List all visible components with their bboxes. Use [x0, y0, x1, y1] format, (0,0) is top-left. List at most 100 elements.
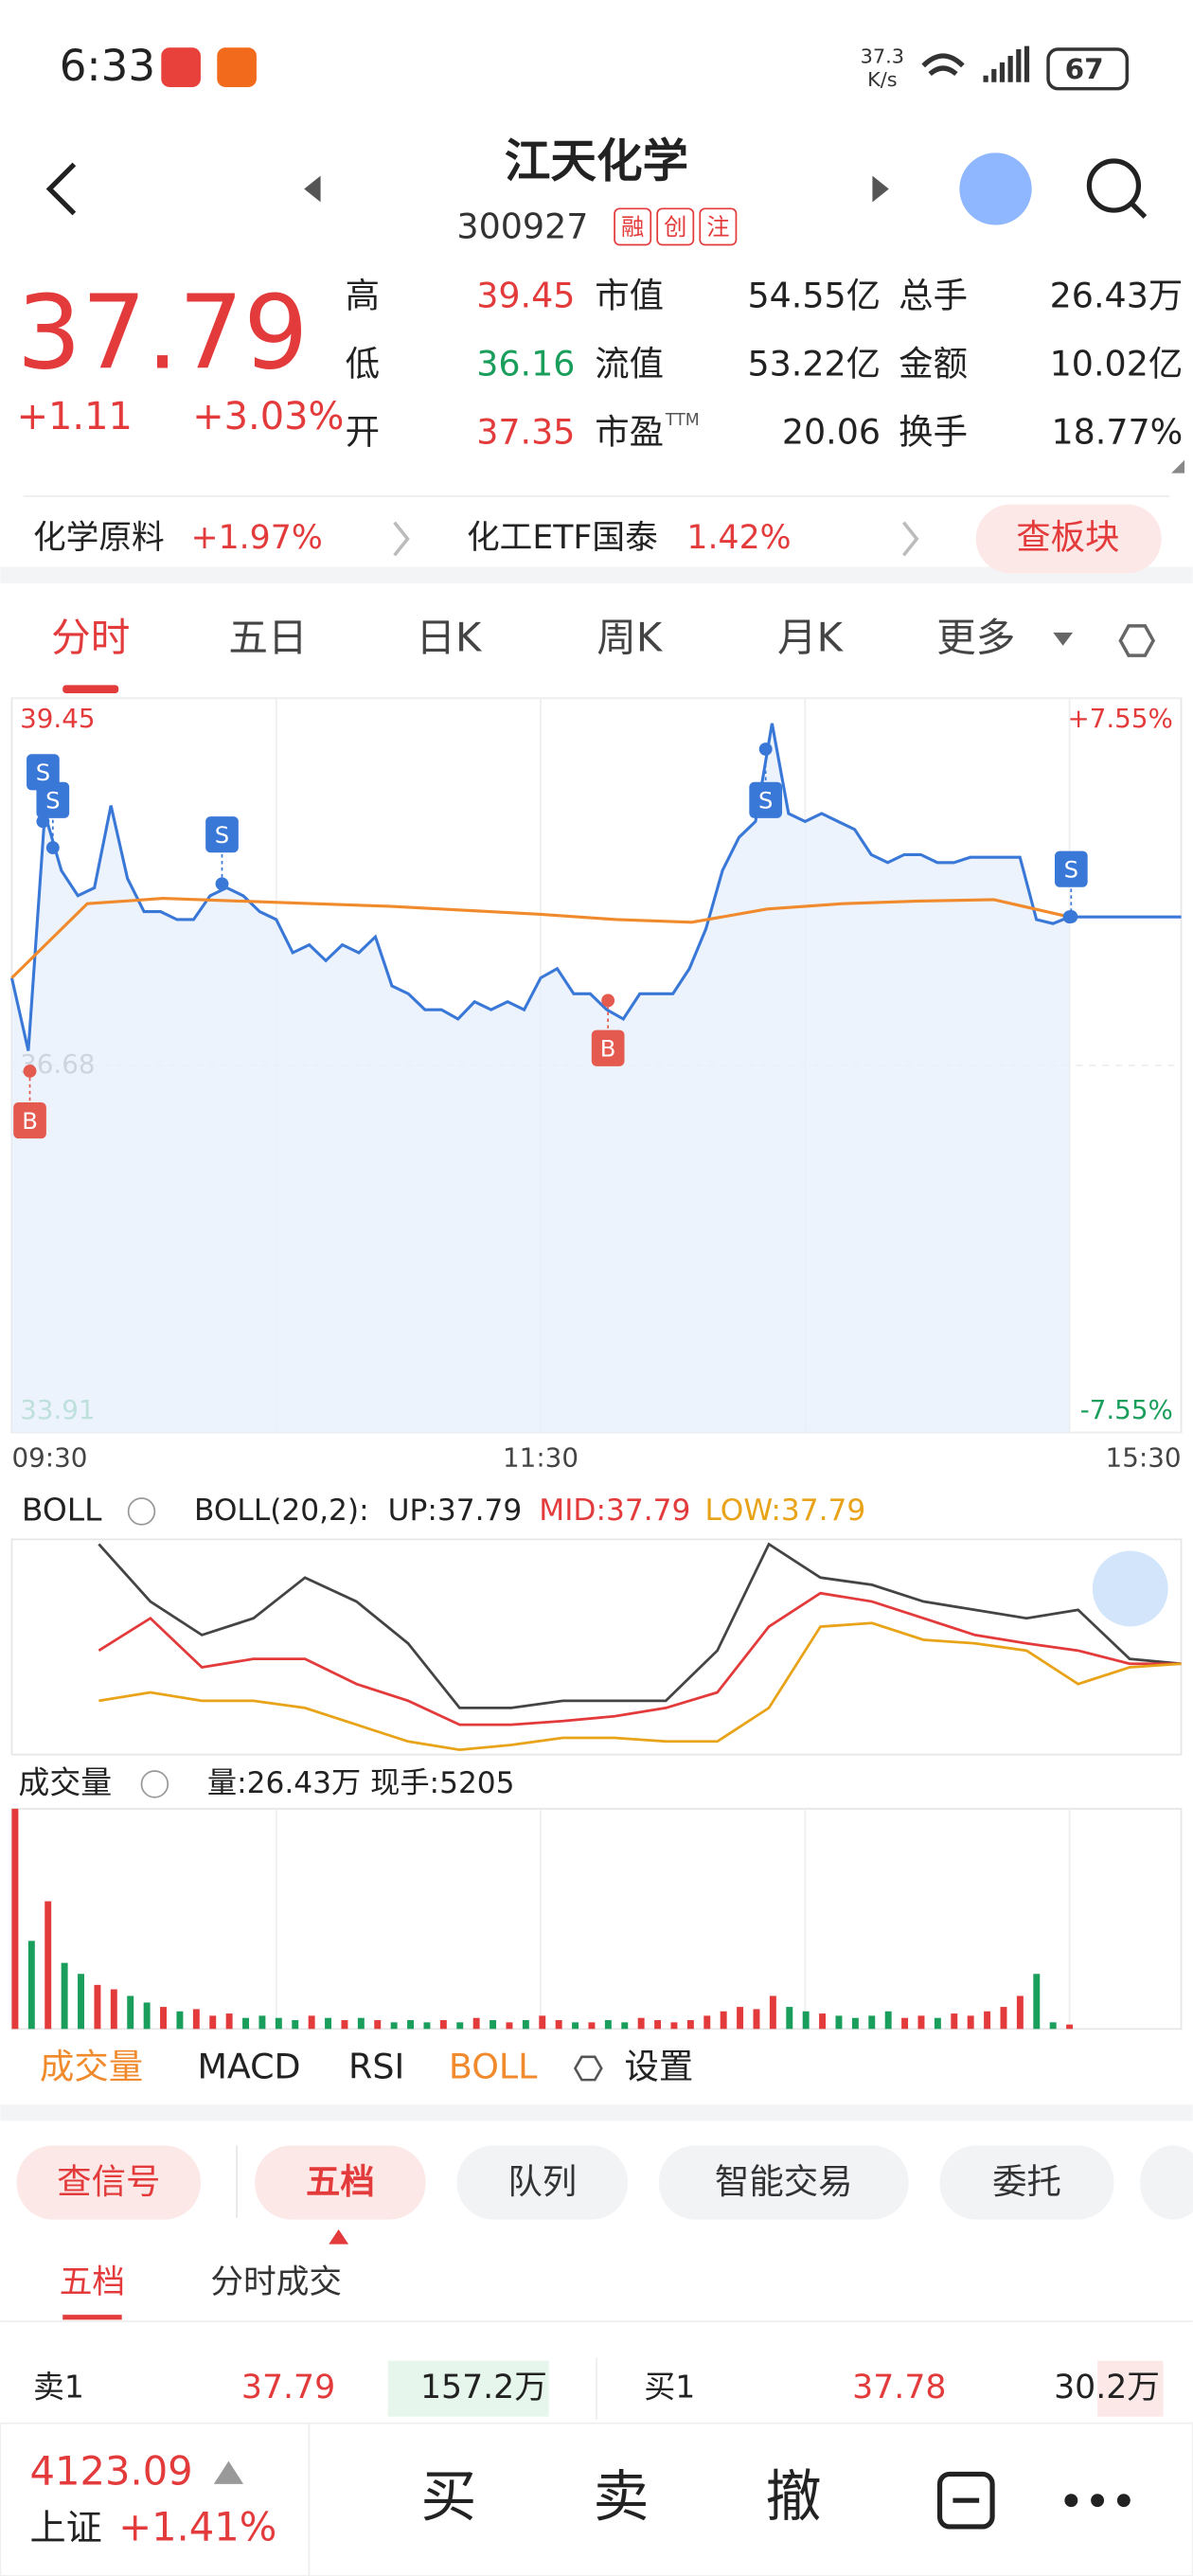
help-icon[interactable]	[140, 1770, 169, 1798]
volume-bar	[753, 2009, 760, 2030]
volume-bar	[951, 2013, 958, 2030]
boll-title: BOLL	[22, 1491, 102, 1528]
more-button[interactable]	[1064, 2494, 1131, 2508]
separator	[0, 566, 1193, 583]
indicator-tab[interactable]: BOLL	[449, 2046, 538, 2086]
volume-bar	[439, 2020, 447, 2030]
index-name: 上证	[30, 2507, 102, 2549]
chart-tab[interactable]: 日K	[416, 615, 483, 661]
settings-icon[interactable]	[1118, 624, 1156, 657]
trade-button[interactable]: 撤	[766, 2463, 822, 2529]
chart-tab[interactable]: 更多	[936, 615, 1015, 661]
action-label[interactable]: 委托	[992, 2161, 1061, 2202]
signal-label: B	[22, 1107, 38, 1135]
action-pill[interactable]	[16, 2145, 201, 2220]
index-change: +1.41%	[118, 2503, 276, 2549]
sector-button-bg[interactable]	[975, 504, 1162, 574]
volume-bar	[242, 2017, 250, 2030]
next-stock[interactable]	[872, 175, 889, 203]
price-change: +1.11	[17, 395, 133, 438]
volume-bar	[703, 2015, 711, 2030]
sub-tab[interactable]: 五档	[60, 2263, 125, 2301]
badge: 注	[706, 213, 729, 241]
volume-bar	[94, 1984, 101, 2030]
assistant-icon[interactable]	[959, 152, 1032, 225]
chart-tab[interactable]: 五日	[228, 615, 307, 661]
back-button[interactable]	[45, 162, 77, 216]
separator	[0, 2104, 1193, 2121]
indicator-tab[interactable]: 成交量	[40, 2046, 143, 2086]
volume-bar	[423, 2022, 431, 2030]
chart-tab[interactable]: 周K	[596, 615, 664, 661]
battery	[1046, 47, 1130, 91]
order-label: 卖1	[33, 2369, 84, 2406]
volume-bar	[984, 2011, 991, 2030]
stat-value: 26.43万	[1050, 275, 1184, 315]
sector-name[interactable]: 化工ETF国泰	[467, 519, 658, 557]
volume-bar	[654, 2020, 662, 2030]
net-unit: K/s	[867, 68, 897, 91]
action-pill[interactable]	[658, 2145, 909, 2220]
action-label[interactable]: 五档	[306, 2161, 375, 2202]
x-tick-label: 15:30	[1106, 1441, 1182, 1473]
trade-button[interactable]: 买	[420, 2463, 476, 2529]
action-label[interactable]: 智能交易	[715, 2161, 853, 2202]
volume-bar	[325, 2017, 332, 2030]
action-pill[interactable]	[939, 2145, 1114, 2220]
stock-name: 江天化学	[505, 134, 688, 188]
volume-bar	[819, 2013, 827, 2030]
volume-bar	[572, 2022, 579, 2030]
sub-tab[interactable]: 分时成交	[210, 2263, 342, 2301]
stat-label: 高	[346, 275, 380, 315]
volume-bar	[555, 2020, 562, 2030]
order-volume: 30.2万	[1054, 2369, 1160, 2406]
status-time: 6:33	[60, 41, 155, 91]
volume-bar	[374, 2020, 382, 2030]
sector-name[interactable]: 化学原料	[33, 519, 165, 557]
indicator-tab[interactable]: 设置	[624, 2046, 693, 2086]
trade-button[interactable]: 卖	[594, 2463, 650, 2529]
net-speed: 37.3	[861, 45, 904, 68]
minus-button[interactable]	[936, 2471, 995, 2530]
indicator-tab[interactable]: RSI	[348, 2046, 404, 2086]
volume-bar	[802, 2011, 810, 2030]
badge-box	[699, 207, 738, 246]
boll-up	[98, 1542, 1182, 1709]
volume-bar	[258, 2015, 266, 2030]
indicator-tab[interactable]: MACD	[197, 2046, 300, 2086]
stat-label: 低	[346, 343, 380, 384]
sub-tab-underline	[62, 2315, 122, 2320]
search-button[interactable]	[1086, 158, 1142, 213]
volume-bar	[357, 2017, 365, 2030]
fullscreen-button[interactable]	[1092, 1550, 1168, 1627]
action-pill[interactable]	[456, 2145, 628, 2220]
chart-tab[interactable]: 月K	[777, 615, 845, 661]
help-icon[interactable]	[127, 1497, 156, 1526]
signal-dot	[601, 993, 615, 1008]
order-price: 37.78	[852, 2369, 946, 2406]
volume-bar	[11, 1808, 19, 2030]
signal-box	[13, 1101, 46, 1139]
prev-stock[interactable]	[304, 175, 321, 203]
stat-value: 36.16	[476, 343, 575, 384]
volume-bar	[786, 2007, 793, 2030]
signal-icon	[983, 45, 1030, 82]
volume-bar	[472, 2017, 480, 2030]
boll-mid	[98, 1591, 1182, 1726]
chart-tab[interactable]: 分时	[51, 615, 130, 661]
badge-box	[614, 207, 652, 246]
sector-button[interactable]: 查板块	[1016, 516, 1119, 557]
stat-value: 20.06	[782, 411, 881, 452]
volume-bar	[686, 2020, 694, 2030]
action-label[interactable]: 查信号	[57, 2161, 160, 2202]
volume-bar	[127, 1995, 134, 2030]
action-label[interactable]: 队列	[507, 2161, 577, 2202]
volume-bar	[275, 2017, 282, 2030]
y2-tick-label: -7.55%	[1080, 1394, 1173, 1425]
signal-box	[749, 781, 783, 818]
settings-icon	[573, 2055, 603, 2082]
volume-title: 成交量	[18, 1763, 112, 1800]
action-pill[interactable]	[255, 2145, 426, 2220]
